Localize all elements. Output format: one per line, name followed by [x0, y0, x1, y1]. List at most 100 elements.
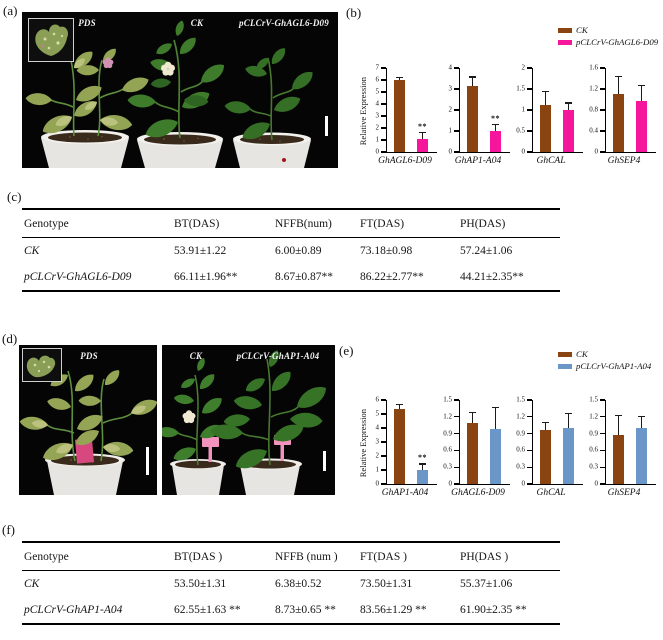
- y-tick-label: 0: [375, 147, 380, 156]
- charts-b: Relative Expression 0 1 2 3 4 5 6 7 ** GhAGL6-D09 0…: [356, 58, 662, 166]
- y-tick-label: 0.9: [443, 429, 452, 438]
- scale-bar-a: [325, 116, 328, 136]
- y-tick-label: 1.5: [516, 84, 525, 93]
- legend-row-treatment: pCLCrV-GhAGL6-D09: [558, 37, 658, 47]
- y-tick-label: 6: [375, 395, 380, 404]
- error-bar-stem: [399, 77, 401, 80]
- y-tick-label: 1.5: [516, 395, 525, 404]
- y-tick-label: 1.2: [589, 412, 598, 421]
- y-tick: [599, 449, 605, 452]
- y-tick: [526, 88, 532, 90]
- y-tick: [526, 432, 532, 435]
- bar-pCLCrV-GhAGL6-D09: [636, 100, 647, 152]
- y-tick: [599, 67, 605, 69]
- bar-chart-GhCAL: 0 0.3 0.6 0.9 1.2 1.5 GhCAL: [516, 390, 586, 498]
- plant-label-pds-a: PDS: [78, 18, 96, 28]
- table-f-header-row: Genotype BT(DAS ) NFFB (num ) FT(DAS ) P…: [22, 541, 560, 571]
- y-tick: [526, 130, 532, 132]
- bar-CK: [467, 422, 478, 484]
- y-tick: [526, 109, 532, 111]
- y-tick-label: 1: [375, 135, 380, 144]
- y-tick: [599, 88, 605, 90]
- bar-pCLCrV-GhAP1-A04: [417, 470, 428, 484]
- plant-label-gene-d: pCLCrV-GhAP1-A04: [236, 351, 320, 361]
- charts-e: Relative Expression 0 1 2 3 4 5 6 ** GhAP1-A04 0 0.…: [356, 390, 662, 498]
- plant-label-ck-a: CK: [190, 18, 204, 28]
- legend-label-treatment: pCLCrV-GhAGL6-D09: [576, 37, 659, 47]
- y-tick-label: 5: [375, 87, 380, 96]
- error-bar-stem: [422, 463, 424, 471]
- y-tick: [526, 483, 532, 485]
- pds-leaf-inset-d: [22, 348, 62, 382]
- y-tick: [380, 441, 386, 443]
- y-tick: [453, 151, 459, 153]
- table-cell: 8.73±0.65 **: [273, 597, 358, 625]
- pds-leaf-inset-a: [28, 18, 74, 62]
- y-tick: [380, 139, 386, 141]
- y-tick: [526, 67, 532, 69]
- plot-area: 0 1 2 3 4 5 6 **: [376, 396, 437, 487]
- error-bar-stem: [641, 415, 643, 428]
- bar-CK: [540, 430, 551, 484]
- significance-marker: **: [491, 113, 500, 123]
- error-bar-stem: [568, 102, 570, 110]
- y-tick: [599, 109, 605, 111]
- legend-row-ck: CK: [558, 25, 658, 35]
- plot-area: 0 1 2 3 4 5 6 7 **: [376, 64, 437, 155]
- table-header-cell: BT(DAS): [172, 208, 273, 238]
- y-tick-label: 1.6: [589, 63, 598, 72]
- error-bar: [615, 75, 622, 95]
- plot-area: 0 0.3 0.6 0.9 1.2 1.5: [516, 396, 583, 487]
- table-cell: 57.24±1.06: [460, 245, 513, 257]
- error-bar-stem: [618, 415, 620, 435]
- y-tick-label: 2: [521, 63, 526, 72]
- y-tick: [526, 466, 532, 468]
- y-tick-label: 3: [375, 111, 380, 120]
- y-tick: [599, 151, 605, 153]
- y-tick-label: 6: [375, 75, 380, 84]
- table-cell: CK: [24, 578, 40, 590]
- error-bar: [615, 415, 622, 435]
- gene-label: GhAGL6-D09: [451, 488, 505, 498]
- plant-photo-illustration-d-right: [162, 345, 335, 495]
- legend-row-treatment: pCLCrV-GhAP1-A04: [558, 361, 651, 371]
- table-cell: 6.38±0.52: [275, 578, 322, 590]
- y-tick-label: 5: [375, 409, 380, 418]
- error-bar: [396, 77, 403, 80]
- photo-panel-d-left: PDS: [19, 345, 157, 495]
- scale-bar-d-left: [146, 447, 149, 475]
- table-row: pCLCrV-GhAGL6-D09 66.11±1.96** 8.67±0.87…: [22, 264, 560, 292]
- table-cell: 6.00±0.89: [275, 245, 322, 257]
- plot-area: 0 0.3 0.6 0.9 1.2 1.5: [443, 396, 510, 487]
- error-bar: [638, 84, 645, 101]
- y-tick: [453, 88, 459, 90]
- y-tick-label: 3: [448, 84, 453, 93]
- y-tick: [380, 455, 386, 457]
- y-tick: [599, 130, 605, 132]
- gene-label: GhAGL6-D09: [378, 156, 432, 166]
- table-row: CK 53.91±1.22 6.00±0.89 73.18±0.98 57.24…: [22, 238, 560, 265]
- panel-d-label: (d): [2, 331, 18, 346]
- bar-pCLCrV-GhAP1-A04: [490, 428, 501, 484]
- table-c: Genotype BT(DAS) NFFB(num) FT(DAS) PH(DA…: [22, 208, 560, 292]
- plant-label-gene-a: pCLCrV-GhAGL6-D09: [239, 18, 329, 28]
- table-cell: CK: [24, 245, 40, 257]
- error-bar-stem: [568, 412, 570, 428]
- y-tick-label: 1: [521, 105, 526, 114]
- y-tick: [526, 416, 532, 418]
- bar-CK: [540, 104, 551, 152]
- error-bar: [565, 412, 572, 428]
- y-tick-label: 0.3: [443, 462, 452, 471]
- y-tick: [380, 469, 386, 471]
- y-tick: [599, 416, 605, 418]
- table-header-cell: NFFB(num): [273, 208, 358, 238]
- table-cell: 73.18±0.98: [360, 245, 413, 257]
- y-tick: [380, 103, 386, 105]
- table-header-cell: NFFB (num ): [273, 541, 358, 571]
- table-cell: 53.50±1.31: [174, 578, 227, 590]
- y-tick-label: 4: [375, 423, 380, 432]
- y-tick: [453, 67, 459, 69]
- y-tick-label: 1: [375, 465, 380, 474]
- panel-b-label: (b): [346, 5, 362, 20]
- bar-pCLCrV-GhAP1-A04: [636, 428, 647, 484]
